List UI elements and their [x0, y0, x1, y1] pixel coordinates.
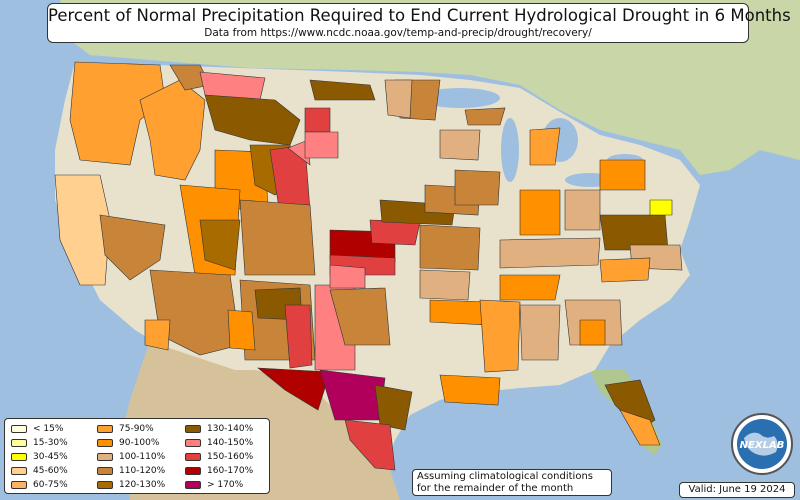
- region-oklahoma-pink: [329, 264, 366, 289]
- valid-date: Valid: June 19 2024: [679, 482, 795, 498]
- legend-item: 130-140%: [185, 423, 253, 435]
- legend-swatch: [185, 438, 201, 447]
- region-michigan-brown: [464, 107, 506, 126]
- legend-swatch: [185, 424, 201, 433]
- legend-item: 75-90%: [97, 423, 154, 435]
- legend-item: 140-150%: [185, 437, 253, 449]
- legend-swatch: [185, 480, 201, 489]
- legend: < 15% 15-30% 30-45% 45-60% 60-75% 75-90%…: [4, 418, 270, 494]
- region-nevada: [99, 214, 166, 281]
- canada-landmass: [60, 0, 800, 175]
- assumption-note: Assuming climatological conditions for t…: [412, 469, 612, 496]
- region-wisconsin: [439, 129, 481, 161]
- note-line-1: Assuming climatological conditions: [417, 471, 593, 482]
- region-ohio-valley: [519, 189, 561, 236]
- legend-label: 45-60%: [33, 466, 68, 476]
- legend-item: 150-160%: [185, 451, 253, 463]
- region-illinois: [454, 169, 501, 206]
- region-texas-brown: [374, 384, 413, 431]
- region-arkansas: [419, 269, 471, 301]
- legend-item: 100-110%: [97, 451, 165, 463]
- region-california: [54, 174, 111, 286]
- legend-swatch: [97, 480, 113, 489]
- legend-label: 120-130%: [119, 480, 166, 490]
- region-nebraska-red: [369, 219, 421, 246]
- legend-item: 90-100%: [97, 437, 159, 449]
- legend-swatch: [97, 466, 113, 475]
- region-mississippi: [479, 299, 521, 373]
- region-alabama: [519, 304, 561, 361]
- region-new-mexico-orange: [227, 309, 256, 351]
- region-texas-darkred: [257, 367, 331, 411]
- legend-label: 160-170%: [207, 466, 254, 476]
- legend-item: 110-120%: [97, 465, 165, 477]
- legend-swatch: [11, 452, 27, 461]
- region-carolinas: [599, 257, 651, 283]
- legend-label: 150-160%: [207, 452, 254, 462]
- region-missouri: [419, 224, 481, 271]
- legend-label: 90-100%: [119, 438, 160, 448]
- legend-swatch: [11, 424, 27, 433]
- region-north-dakota: [309, 79, 376, 101]
- legend-swatch: [97, 424, 113, 433]
- legend-item: 160-170%: [185, 465, 253, 477]
- legend-item: > 170%: [185, 479, 243, 491]
- legend-swatch: [11, 480, 27, 489]
- region-kentucky: [499, 237, 601, 269]
- legend-label: 75-90%: [119, 424, 154, 434]
- legend-label: 15-30%: [33, 438, 68, 448]
- drought-regions: [54, 61, 683, 471]
- region-nebraska-pink: [304, 131, 339, 159]
- legend-label: > 170%: [207, 480, 244, 490]
- legend-swatch: [185, 452, 201, 461]
- region-texas-orange: [329, 287, 391, 346]
- logo-globe-land: [744, 432, 778, 456]
- legend-item: < 15%: [11, 423, 63, 435]
- legend-swatch: [97, 438, 113, 447]
- region-nm-red: [284, 304, 313, 369]
- map-title: Percent of Normal Precipitation Required…: [48, 6, 791, 25]
- note-line-2: for the remainder of the month: [417, 483, 574, 494]
- legend-label: 100-110%: [119, 452, 166, 462]
- region-pennsylvania: [599, 159, 646, 191]
- logo-label: NEXLAB: [740, 440, 785, 451]
- region-south-texas-red: [344, 419, 396, 471]
- region-indiana: [564, 189, 601, 231]
- region-georgia-orange: [579, 319, 606, 346]
- region-colorado-brown: [239, 199, 316, 276]
- region-pacific-nw: [69, 61, 166, 166]
- map-subtitle: Data from https://www.ncdc.noaa.gov/temp…: [204, 27, 592, 39]
- title-box: Percent of Normal Precipitation Required…: [47, 3, 791, 43]
- region-tennessee: [499, 274, 561, 301]
- legend-label: 130-140%: [207, 424, 254, 434]
- legend-label: 140-150%: [207, 438, 254, 448]
- region-maryland-yellow: [649, 199, 673, 216]
- region-utah-brown: [199, 219, 241, 271]
- legend-item: 45-60%: [11, 465, 68, 477]
- region-south-dakota-red: [304, 107, 331, 133]
- lake-superior: [420, 88, 500, 108]
- region-minnesota-light: [384, 79, 413, 119]
- legend-label: < 15%: [33, 424, 64, 434]
- legend-item: 60-75%: [11, 479, 68, 491]
- region-great-lakes-orange: [529, 127, 561, 166]
- legend-swatch: [11, 466, 27, 475]
- legend-swatch: [185, 466, 201, 475]
- nexlab-logo: NEXLAB: [731, 413, 793, 475]
- legend-item: 120-130%: [97, 479, 165, 491]
- legend-item: 15-30%: [11, 437, 68, 449]
- legend-swatch: [11, 438, 27, 447]
- region-arizona-orange: [144, 319, 171, 351]
- legend-item: 30-45%: [11, 451, 68, 463]
- legend-label: 30-45%: [33, 452, 68, 462]
- lake-michigan: [501, 118, 519, 182]
- legend-label: 110-120%: [119, 466, 166, 476]
- legend-swatch: [97, 452, 113, 461]
- legend-label: 60-75%: [33, 480, 68, 490]
- region-florida-orange: [619, 409, 661, 446]
- region-louisiana: [439, 374, 501, 406]
